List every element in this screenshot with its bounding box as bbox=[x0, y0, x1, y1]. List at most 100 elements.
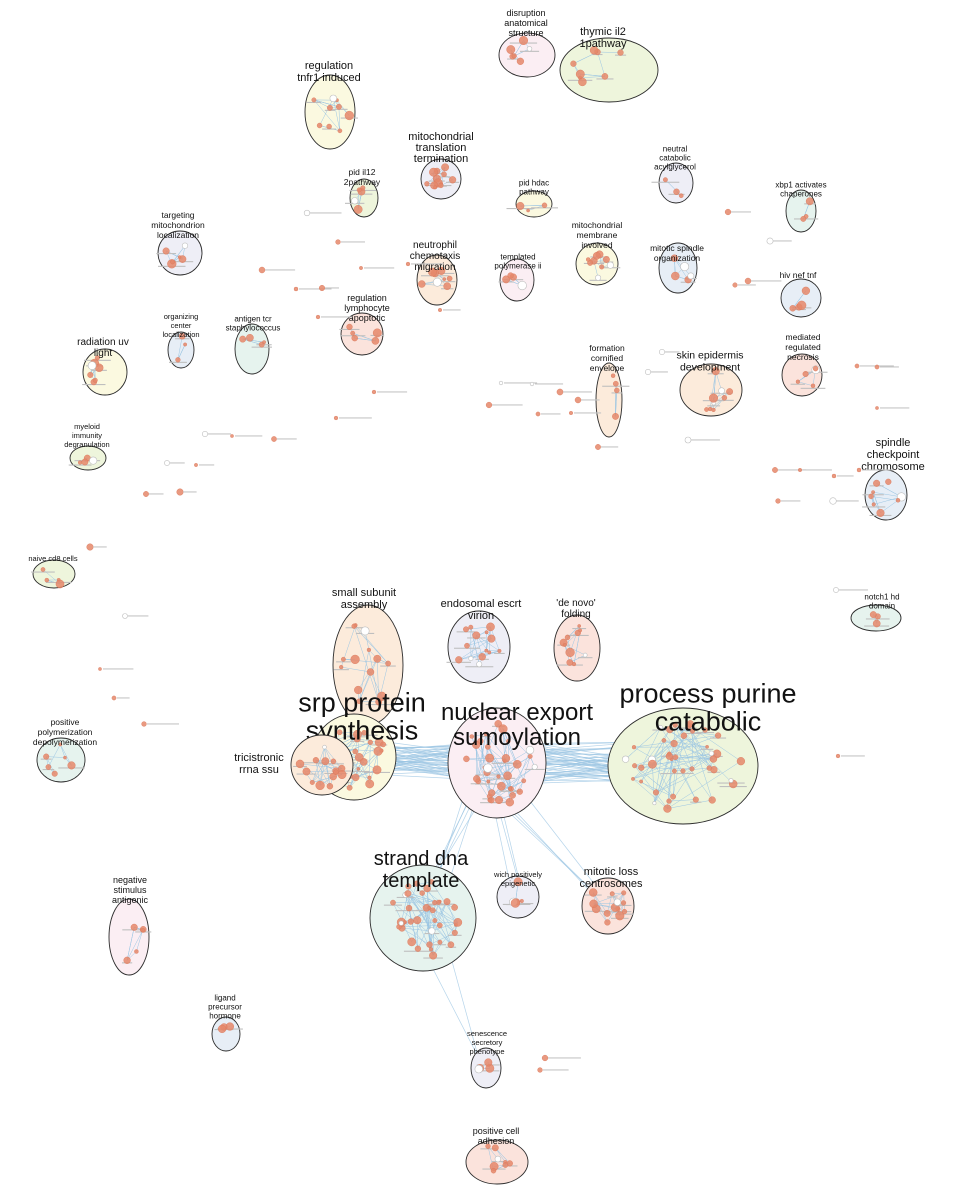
term-node[interactable] bbox=[516, 788, 523, 795]
singleton-node[interactable] bbox=[875, 406, 879, 410]
term-node[interactable] bbox=[359, 758, 368, 766]
term-node[interactable] bbox=[405, 904, 413, 912]
singleton-node[interactable] bbox=[335, 239, 341, 245]
term-node[interactable] bbox=[468, 655, 474, 661]
singleton-node[interactable] bbox=[176, 488, 184, 496]
term-node[interactable] bbox=[692, 796, 699, 803]
term-node[interactable] bbox=[262, 340, 266, 345]
term-node[interactable] bbox=[441, 163, 449, 172]
term-node[interactable] bbox=[473, 775, 481, 783]
term-node[interactable] bbox=[689, 766, 695, 772]
term-node[interactable] bbox=[506, 739, 511, 744]
term-node[interactable] bbox=[350, 330, 356, 336]
term-node[interactable] bbox=[617, 49, 624, 56]
term-node[interactable] bbox=[181, 242, 189, 249]
term-node[interactable] bbox=[178, 332, 186, 340]
term-node[interactable] bbox=[575, 69, 585, 79]
singleton-node[interactable] bbox=[541, 1054, 549, 1062]
term-node[interactable] bbox=[487, 650, 492, 655]
term-node[interactable] bbox=[429, 167, 438, 177]
term-node[interactable] bbox=[638, 764, 645, 771]
term-node[interactable] bbox=[601, 73, 609, 80]
term-node[interactable] bbox=[170, 259, 176, 265]
singleton-node[interactable] bbox=[405, 261, 411, 267]
term-node[interactable] bbox=[801, 286, 811, 295]
term-node[interactable] bbox=[351, 197, 359, 205]
term-node[interactable] bbox=[94, 363, 104, 372]
term-node[interactable] bbox=[365, 779, 375, 789]
term-node[interactable] bbox=[721, 395, 728, 401]
term-node[interactable] bbox=[871, 490, 875, 495]
term-node[interactable] bbox=[432, 899, 438, 906]
term-node[interactable] bbox=[502, 1162, 509, 1168]
term-node[interactable] bbox=[614, 387, 620, 394]
term-node[interactable] bbox=[707, 406, 713, 412]
term-node[interactable] bbox=[589, 46, 599, 55]
term-node[interactable] bbox=[442, 277, 447, 281]
singleton-node[interactable] bbox=[732, 282, 738, 288]
singleton-node[interactable] bbox=[684, 436, 692, 444]
term-node[interactable] bbox=[246, 333, 254, 342]
term-node[interactable] bbox=[603, 256, 610, 263]
term-node[interactable] bbox=[509, 792, 516, 799]
term-node[interactable] bbox=[451, 904, 458, 911]
term-node[interactable] bbox=[621, 908, 628, 915]
term-node[interactable] bbox=[367, 775, 372, 780]
term-node[interactable] bbox=[800, 215, 807, 222]
term-node[interactable] bbox=[350, 654, 360, 665]
singleton-node[interactable] bbox=[122, 613, 128, 619]
term-node[interactable] bbox=[571, 661, 577, 667]
term-node[interactable] bbox=[497, 781, 506, 791]
term-node[interactable] bbox=[797, 300, 807, 310]
term-node[interactable] bbox=[329, 94, 337, 103]
term-node[interactable] bbox=[316, 122, 323, 129]
term-node[interactable] bbox=[40, 567, 46, 572]
term-node[interactable] bbox=[663, 177, 668, 183]
term-node[interactable] bbox=[486, 622, 495, 632]
singleton-node[interactable] bbox=[835, 753, 841, 759]
term-node[interactable] bbox=[566, 659, 574, 666]
singleton-node[interactable] bbox=[293, 286, 299, 292]
term-node[interactable] bbox=[496, 774, 501, 779]
term-node[interactable] bbox=[443, 282, 452, 291]
term-node[interactable] bbox=[337, 770, 347, 779]
term-node[interactable] bbox=[366, 647, 371, 652]
term-node[interactable] bbox=[162, 247, 170, 255]
term-node[interactable] bbox=[621, 755, 630, 763]
term-node[interactable] bbox=[225, 1022, 235, 1031]
term-node[interactable] bbox=[631, 777, 635, 781]
term-node[interactable] bbox=[686, 720, 694, 728]
term-node[interactable] bbox=[177, 255, 182, 259]
term-node[interactable] bbox=[429, 907, 436, 914]
term-node[interactable] bbox=[708, 750, 715, 757]
singleton-node[interactable] bbox=[772, 467, 778, 473]
term-node[interactable] bbox=[45, 764, 52, 770]
term-node[interactable] bbox=[491, 1144, 499, 1152]
term-node[interactable] bbox=[562, 643, 567, 647]
term-node[interactable] bbox=[506, 45, 516, 54]
term-node[interactable] bbox=[885, 478, 892, 485]
singleton-node[interactable] bbox=[724, 208, 732, 216]
term-node[interactable] bbox=[43, 753, 50, 760]
term-node[interactable] bbox=[464, 642, 470, 649]
term-node[interactable] bbox=[570, 60, 577, 67]
term-node[interactable] bbox=[678, 193, 684, 198]
term-node[interactable] bbox=[373, 654, 382, 663]
term-node[interactable] bbox=[429, 951, 438, 960]
term-node[interactable] bbox=[613, 380, 619, 387]
term-node[interactable] bbox=[711, 407, 716, 412]
